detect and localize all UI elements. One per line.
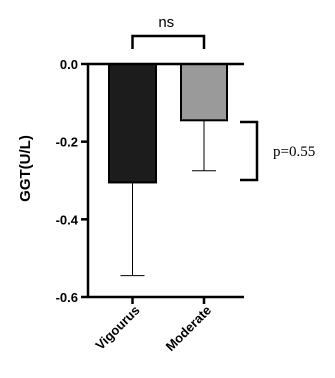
bar-vigourus: [108, 63, 157, 184]
x-tick-label-moderate: Moderate: [163, 303, 214, 354]
annotation-layer: ns p=0.55: [131, 14, 315, 182]
y-tick-label: -0.6: [56, 290, 78, 305]
ns-bracket: [131, 34, 206, 49]
p-value-label: p=0.55: [273, 144, 315, 160]
bar-moderate: [180, 63, 228, 122]
p-value-bracket: [240, 120, 259, 182]
y-tick-label: 0.0: [60, 57, 78, 72]
y-tick-label: -0.2: [56, 135, 78, 150]
y-axis-title: GGT(U/L): [17, 135, 34, 202]
x-tick-label-vigourus: Vigourus: [92, 303, 142, 353]
ns-label: ns: [158, 14, 174, 31]
bars-layer: [108, 63, 228, 184]
y-tick-label: -0.4: [56, 212, 79, 227]
error-bars-layer: [120, 120, 216, 277]
